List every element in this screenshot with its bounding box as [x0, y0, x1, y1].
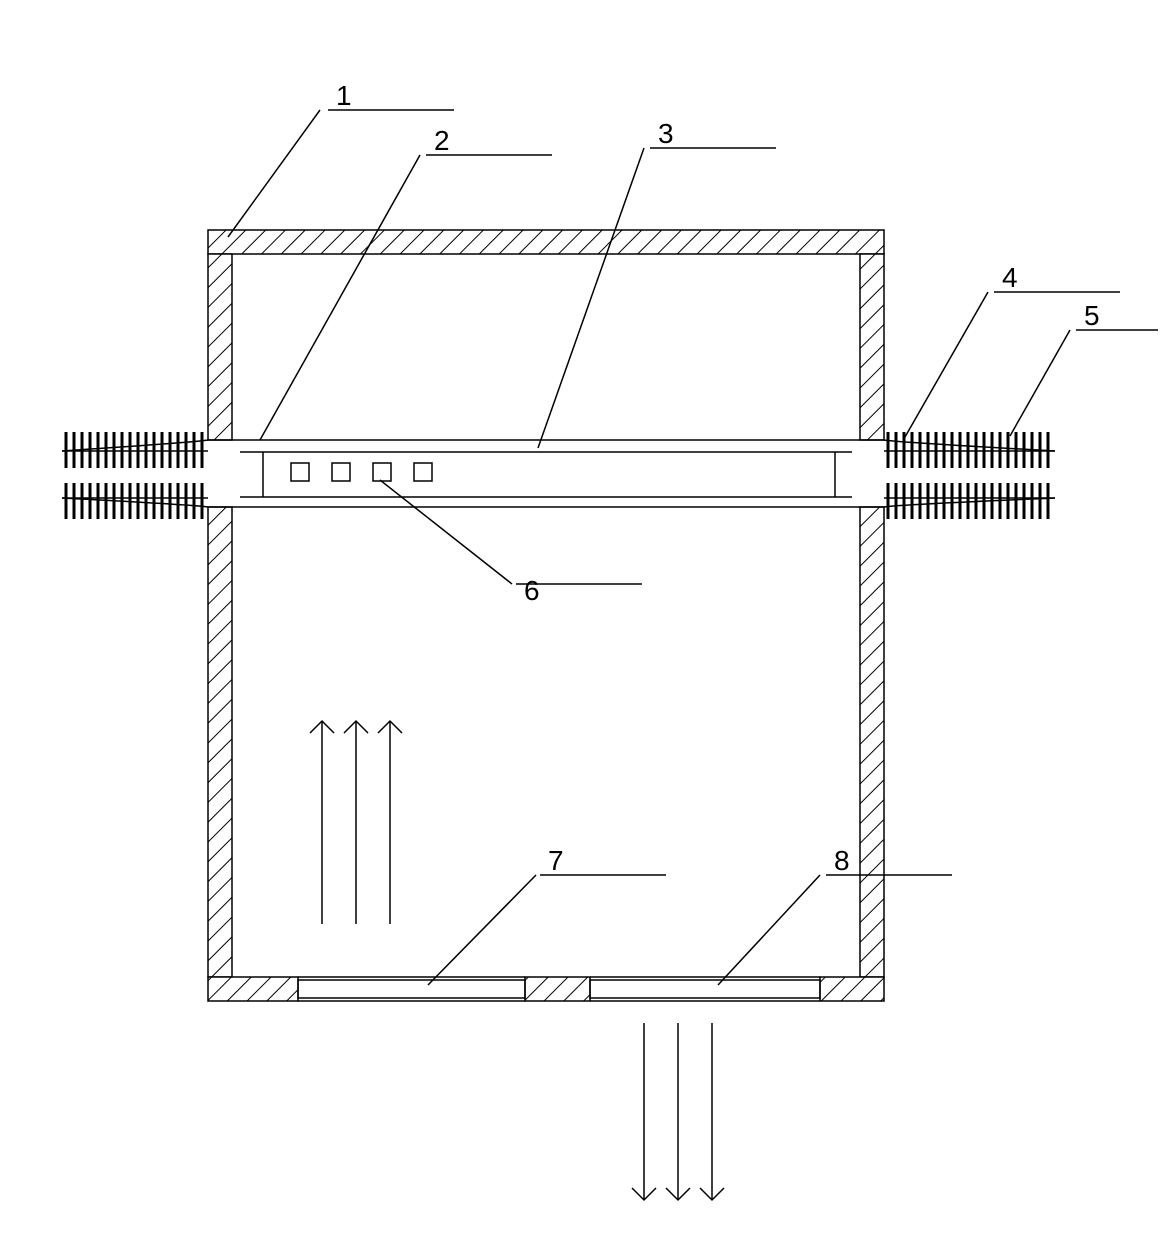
label-l5: 5 [1084, 300, 1100, 331]
tube-square [373, 463, 391, 481]
fins-left [62, 432, 208, 519]
fins-right [884, 432, 1055, 519]
tube-square [414, 463, 432, 481]
leader-l3 [538, 148, 644, 448]
label-l3: 3 [658, 118, 674, 149]
leader-l6 [380, 480, 512, 584]
label-l4: 4 [1002, 262, 1018, 293]
label-l7: 7 [548, 845, 564, 876]
bottom-opening-2 [590, 980, 820, 998]
tube-square [291, 463, 309, 481]
leader-l4 [905, 292, 988, 437]
tube-square [332, 463, 350, 481]
arrows-up [310, 721, 402, 924]
leader-l2 [260, 155, 420, 440]
label-l1: 1 [336, 80, 352, 111]
leader-l8 [718, 875, 820, 985]
leader-l5 [1010, 330, 1070, 436]
label-l2: 2 [434, 125, 450, 156]
label-l8: 8 [834, 845, 850, 876]
leader-l1 [228, 110, 320, 237]
tube-assembly [62, 440, 1055, 507]
arrows-down [632, 1023, 724, 1200]
main-box [208, 230, 884, 1001]
leader-l7 [428, 875, 536, 985]
bottom-opening-1 [298, 980, 525, 998]
labels: 1 2 3 4 5 6 7 8 [228, 80, 1158, 985]
label-l6: 6 [524, 575, 540, 606]
technical-diagram: 1 2 3 4 5 6 7 8 [0, 0, 1169, 1254]
